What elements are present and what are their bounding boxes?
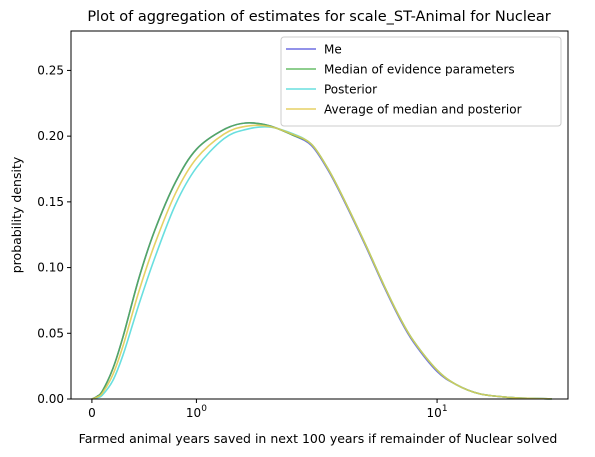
legend-entries: Me Median of evidence parameters Posterior…	[286, 43, 522, 117]
x-tick-label-exponent: 1	[442, 404, 448, 414]
y-tick-label: 0.10	[37, 261, 64, 275]
legend-frame	[280, 36, 562, 127]
x-tick-label: 0	[88, 406, 96, 420]
legend-label: Me	[324, 43, 342, 57]
plot-frame	[70, 30, 569, 400]
x-tick-label-base: 0	[88, 406, 96, 420]
x-axis: 0 100 101	[88, 399, 448, 420]
series-line-3	[91, 124, 552, 400]
y-tick-label: 0.25	[37, 63, 64, 77]
legend-label: Average of median and posterior	[324, 103, 522, 117]
y-axis-label: probability density	[9, 156, 24, 273]
legend-label: Posterior	[324, 83, 377, 97]
y-tick-label: 0.05	[37, 326, 64, 340]
x-tick-label-exponent: 0	[201, 404, 207, 414]
chart-title: Plot of aggregation of estimates for sca…	[87, 9, 550, 25]
x-tick-label-base: 10	[427, 406, 442, 420]
x-tick-label: 101	[427, 404, 448, 420]
x-axis-label: Farmed animal years saved in next 100 ye…	[79, 431, 558, 446]
legend: Me Median of evidence parameters Posterior…	[280, 36, 562, 127]
x-tick-label-base: 10	[186, 406, 201, 420]
y-tick-label: 0.15	[37, 195, 64, 209]
x-tick-label: 100	[186, 404, 207, 420]
y-tick-label: 0.00	[37, 392, 64, 406]
series-layer	[91, 122, 552, 400]
y-tick-label: 0.20	[37, 129, 64, 143]
y-axis: 0.00 0.05 0.10 0.15 0.20 0.25	[37, 63, 71, 406]
legend-label: Median of evidence parameters	[324, 63, 515, 77]
